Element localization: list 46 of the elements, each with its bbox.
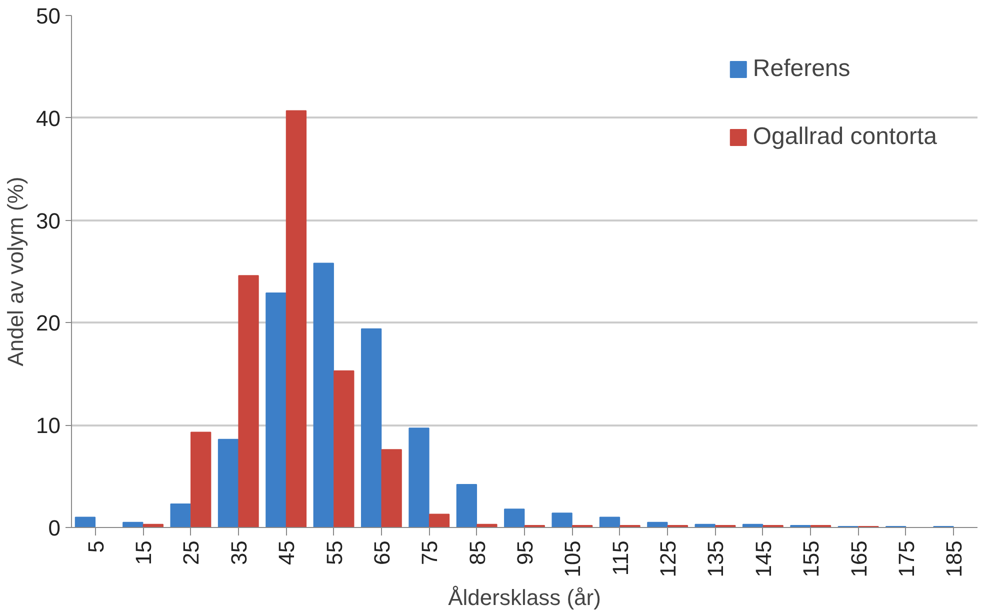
bar — [334, 370, 354, 528]
x-tick-label: 105 — [560, 540, 586, 578]
x-tick-label: 45 — [274, 540, 300, 565]
bar — [428, 514, 450, 528]
y-tick-label: 0 — [48, 516, 61, 540]
y-tick-label: 30 — [36, 208, 61, 234]
legend-label: Referens — [752, 55, 850, 83]
bar — [313, 262, 334, 528]
bar — [170, 503, 191, 528]
x-tick-label: 165 — [846, 540, 872, 578]
x-tick-label: 115 — [608, 540, 633, 576]
x-tick-label: 65 — [369, 540, 394, 565]
x-tick-label: 15 — [131, 540, 156, 565]
bar — [408, 428, 430, 528]
x-tick-label: 145 — [750, 540, 776, 578]
bar — [266, 292, 286, 528]
y-tick-label: 50 — [36, 4, 61, 28]
legend-label: Ogallrad contorta — [752, 123, 937, 151]
bar — [504, 508, 525, 528]
bar — [190, 432, 212, 528]
y-tick-label: 20 — [36, 310, 61, 336]
bar — [599, 516, 620, 528]
x-tick-label: 185 — [942, 540, 967, 578]
x-tick-label: 175 — [894, 540, 919, 578]
x-tick-label: 155 — [798, 540, 824, 578]
bar — [381, 449, 402, 528]
bar — [74, 516, 96, 528]
x-tick-label: 5 — [83, 540, 108, 553]
y-tick-label: 40 — [36, 106, 61, 131]
bar — [360, 328, 382, 528]
x-tick-label: 25 — [178, 540, 204, 565]
x-axis-title: Åldersklass (år) — [448, 585, 601, 610]
y-axis-title: Andel av volym (%) — [3, 176, 28, 366]
x-tick-label: 125 — [656, 540, 681, 578]
x-tick-label: 35 — [226, 540, 252, 565]
bar — [238, 275, 259, 528]
x-tick-label: 85 — [464, 540, 490, 565]
bar — [286, 110, 307, 528]
bar — [218, 438, 239, 528]
x-tick-label: 135 — [703, 540, 728, 578]
bar — [552, 512, 572, 528]
x-tick-label: 75 — [417, 540, 442, 565]
y-tick-label: 10 — [36, 413, 61, 438]
bar — [456, 484, 478, 528]
x-tick-label: 95 — [512, 540, 538, 565]
x-tick-label: 55 — [322, 540, 347, 565]
